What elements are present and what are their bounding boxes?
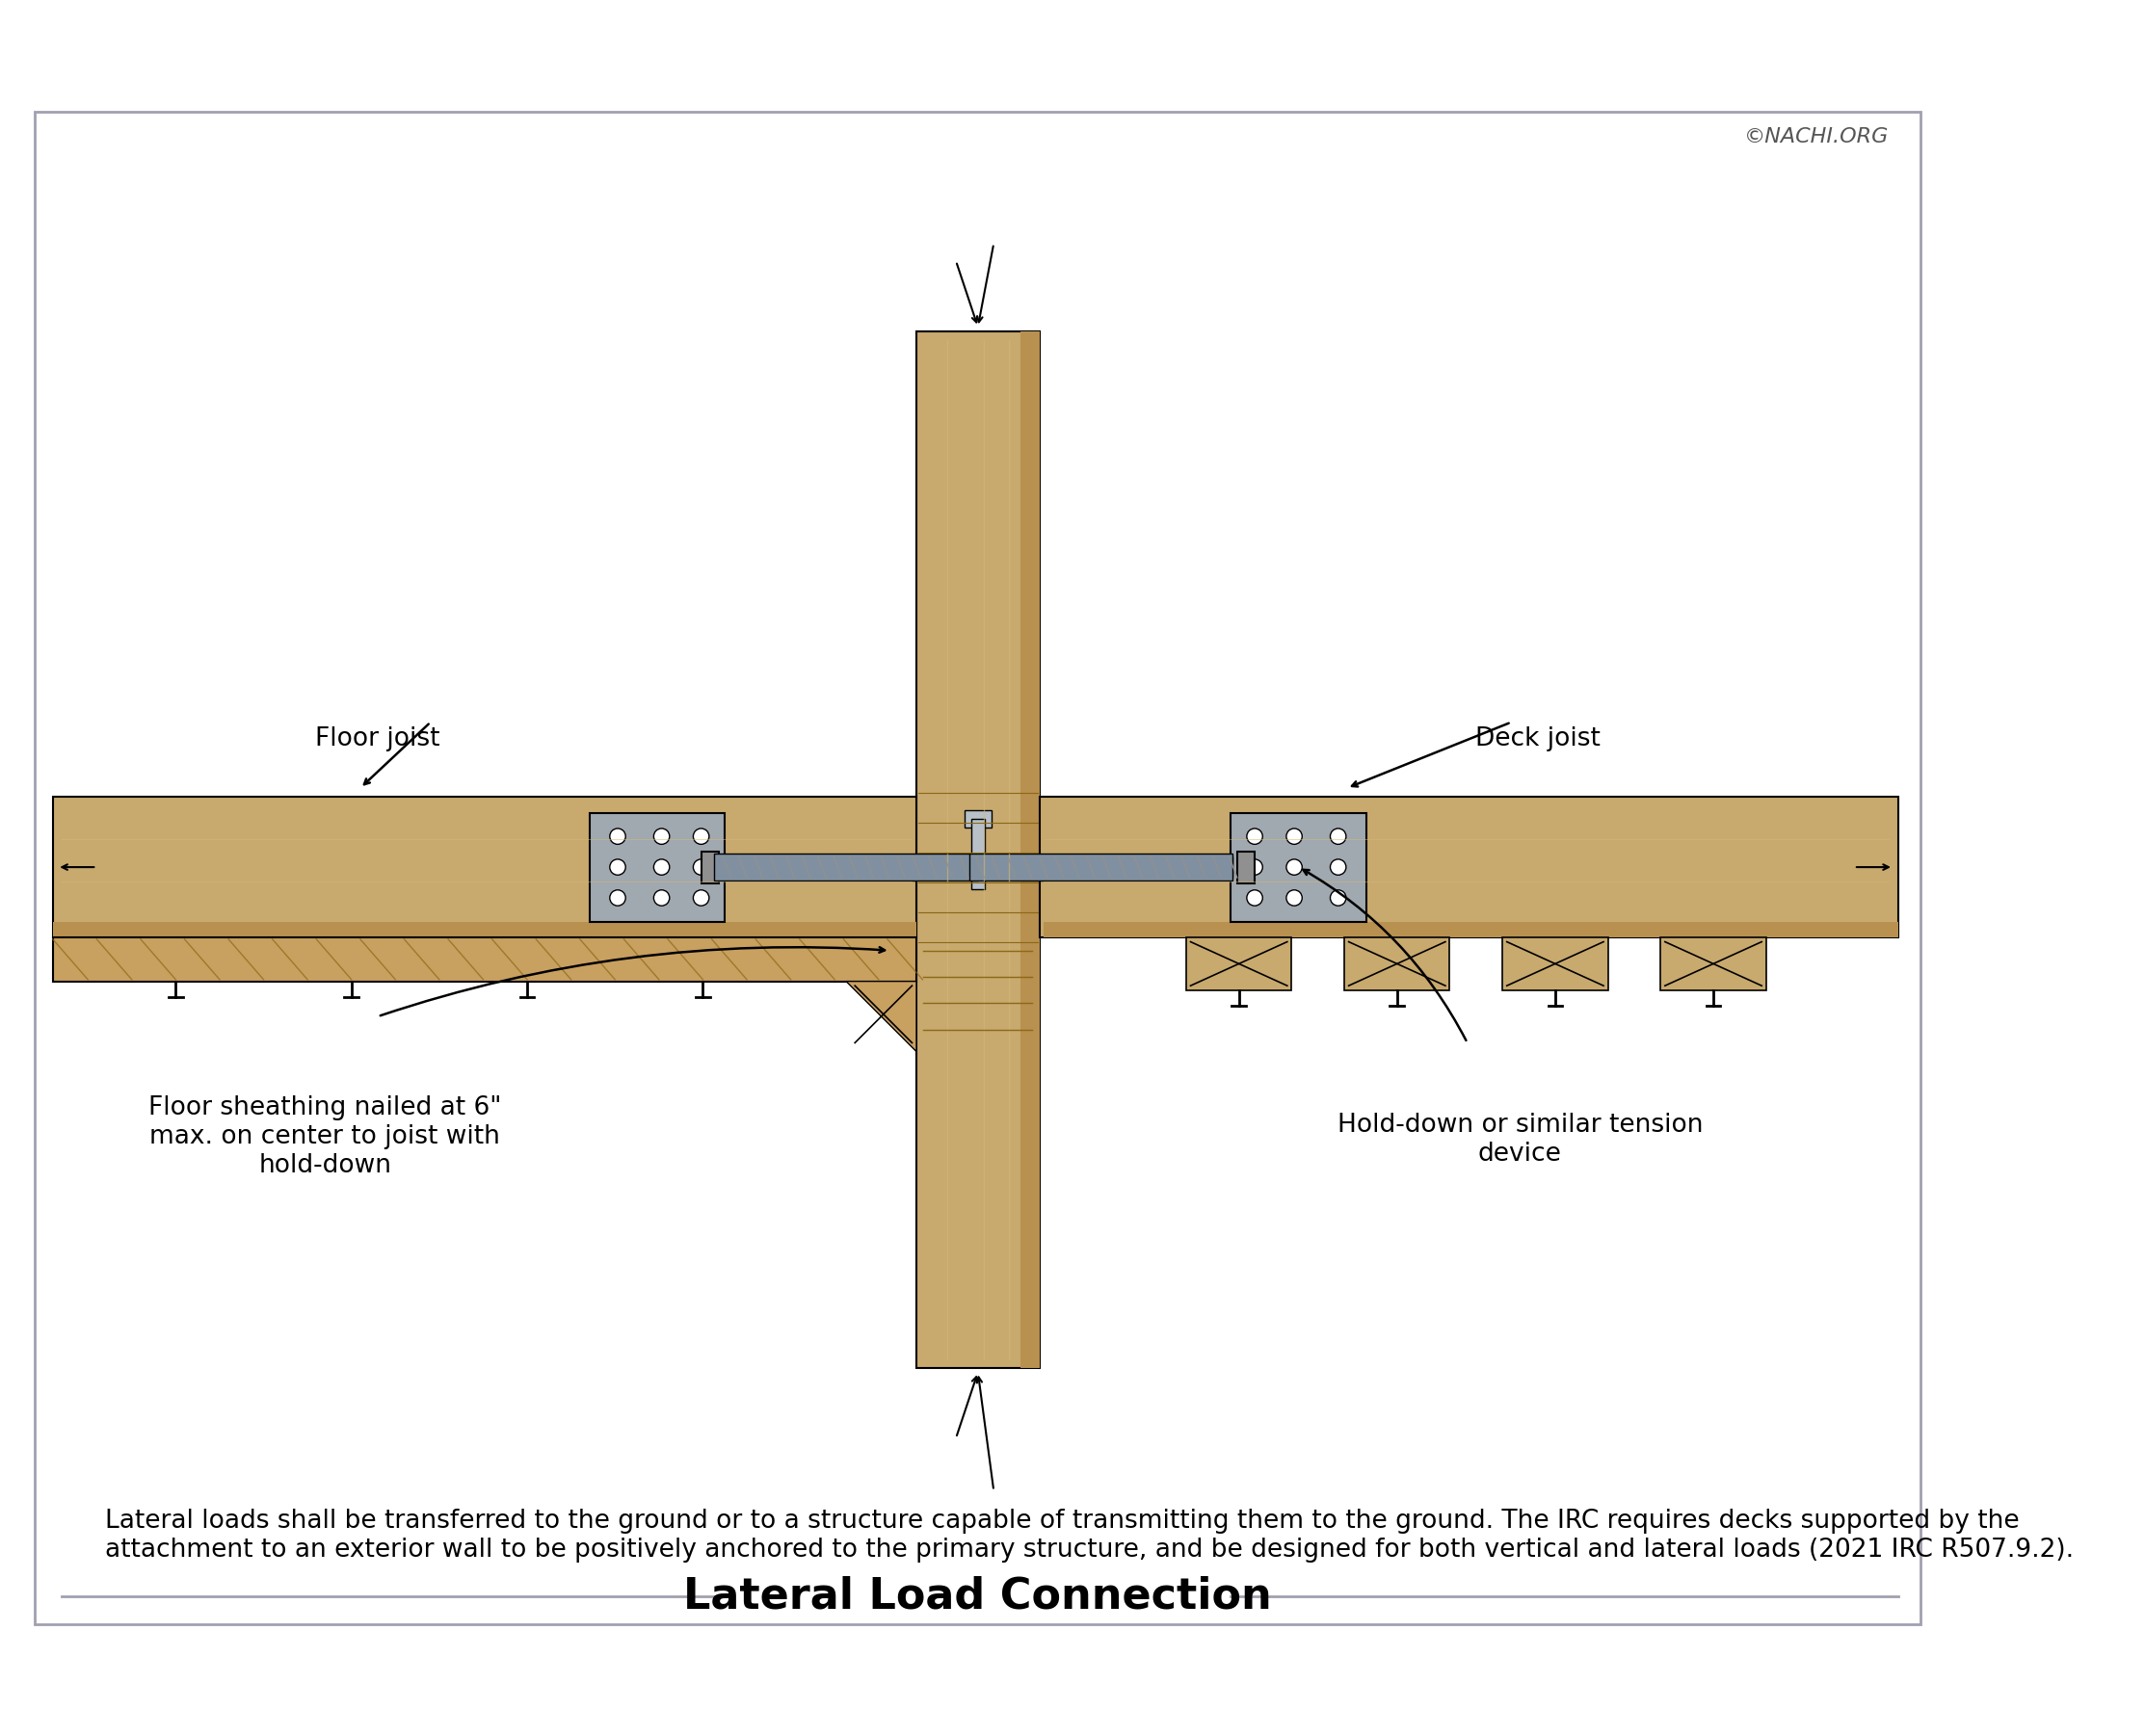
Bar (54, 937, 916, 981)
FancyBboxPatch shape (590, 812, 725, 922)
Text: Hold-down or similar tension
device: Hold-down or similar tension device (1336, 1113, 1703, 1167)
Circle shape (1246, 859, 1263, 875)
Circle shape (693, 891, 710, 906)
Text: Lateral Load Connection: Lateral Load Connection (684, 1576, 1272, 1616)
Circle shape (654, 859, 669, 875)
Bar (701, 851, 719, 884)
Text: Floor joist: Floor joist (315, 727, 440, 752)
Bar (972, 819, 985, 889)
Circle shape (654, 891, 669, 906)
Circle shape (1246, 891, 1263, 906)
Bar (1040, 797, 1898, 937)
Bar (1045, 922, 1898, 937)
Text: Deck joist: Deck joist (1476, 727, 1600, 752)
Circle shape (1287, 828, 1302, 844)
Circle shape (609, 859, 626, 875)
Circle shape (1330, 891, 1347, 906)
Bar (1501, 937, 1609, 990)
Circle shape (654, 828, 669, 844)
Bar (965, 811, 991, 828)
Circle shape (1246, 828, 1263, 844)
Bar (1345, 937, 1450, 990)
Bar (54, 797, 916, 937)
Circle shape (1287, 891, 1302, 906)
FancyBboxPatch shape (34, 111, 1920, 1625)
Circle shape (1330, 859, 1347, 875)
Circle shape (1330, 828, 1347, 844)
Circle shape (1287, 859, 1302, 875)
Text: ©NACHI.ORG: ©NACHI.ORG (1744, 127, 1890, 148)
Bar (1021, 332, 1040, 1368)
Bar (970, 854, 1233, 880)
Bar (723, 856, 1233, 878)
Circle shape (609, 891, 626, 906)
Bar (916, 332, 1040, 1368)
Bar (1186, 937, 1291, 990)
Circle shape (609, 828, 626, 844)
Text: Lateral loads shall be transferred to the ground or to a structure capable of tr: Lateral loads shall be transferred to th… (105, 1509, 2074, 1562)
Circle shape (693, 859, 710, 875)
Text: Floor sheathing nailed at 6"
max. on center to joist with
hold-down: Floor sheathing nailed at 6" max. on cen… (148, 1095, 502, 1179)
Bar (1660, 937, 1765, 990)
Circle shape (693, 828, 710, 844)
Bar (54, 922, 916, 937)
Bar (714, 854, 978, 880)
FancyBboxPatch shape (1231, 812, 1366, 922)
Bar (1238, 851, 1255, 884)
Polygon shape (845, 981, 916, 1052)
